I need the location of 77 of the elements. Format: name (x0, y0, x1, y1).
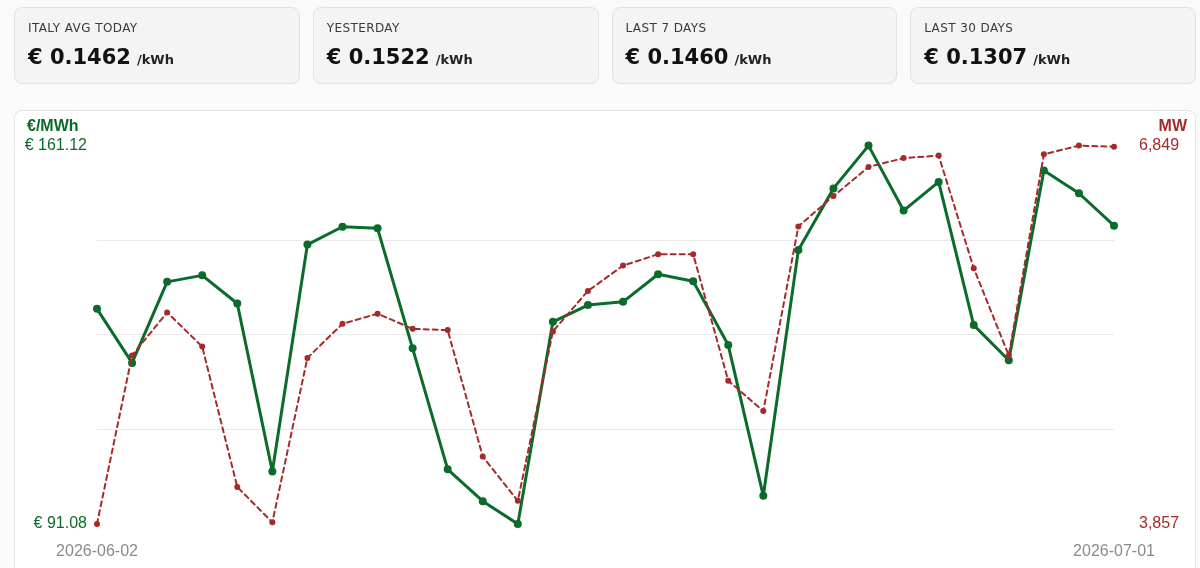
text: € 0.1462 (28, 45, 131, 69)
point (583, 301, 592, 310)
point (899, 206, 908, 215)
text: /kWh (1033, 52, 1071, 67)
text: YESTERDAY (326, 21, 400, 35)
y2-axis-title: MW (1158, 117, 1188, 135)
text: LAST 30 DAYS (924, 21, 1014, 35)
x-tick-label: 2026-06-02 (56, 542, 139, 560)
text: /kWh (435, 52, 473, 67)
point (304, 354, 311, 361)
point (865, 163, 872, 170)
point (514, 497, 521, 504)
point (619, 297, 628, 306)
text: /kWh (136, 52, 174, 67)
text: € 0.1522 (326, 45, 430, 69)
y2-tick-label: 6,849 (1139, 136, 1180, 154)
point (970, 265, 977, 272)
point (864, 141, 873, 150)
point (1110, 221, 1118, 230)
point (164, 309, 171, 316)
y2-tick-label: 3,857 (1139, 514, 1180, 532)
y-axis-title: €/MWh (27, 117, 79, 135)
point (724, 341, 733, 350)
point (1005, 352, 1012, 359)
point (620, 262, 627, 269)
point (339, 320, 346, 327)
point (900, 155, 907, 162)
point (444, 327, 451, 334)
point (794, 245, 803, 254)
point (409, 325, 416, 332)
point (268, 467, 277, 476)
point (584, 287, 591, 294)
point (233, 299, 242, 308)
point (513, 520, 522, 528)
point (548, 317, 557, 326)
point (759, 491, 768, 500)
point (374, 310, 381, 317)
point (198, 271, 207, 280)
point (269, 519, 276, 526)
point (129, 352, 136, 359)
point (1075, 142, 1082, 149)
point (689, 277, 698, 286)
point (760, 408, 767, 415)
point (690, 251, 697, 258)
text: /kWh (734, 52, 772, 67)
point (549, 328, 556, 335)
text: € 0.1460 (625, 45, 729, 69)
point (1111, 143, 1117, 150)
point (1074, 189, 1083, 198)
point (303, 240, 312, 249)
y-tick-label: € 91.08 (33, 514, 88, 532)
point (935, 152, 942, 159)
point (163, 277, 172, 286)
point (934, 177, 943, 186)
point (93, 304, 101, 313)
point (94, 521, 100, 527)
point (829, 184, 838, 193)
point (199, 343, 206, 350)
point (373, 224, 382, 233)
point (725, 377, 732, 384)
x-tick-label: 2026-07-01 (1073, 542, 1156, 560)
point (795, 223, 802, 230)
point (408, 344, 417, 353)
point (234, 483, 241, 490)
point (443, 465, 452, 474)
y-tick-label: € 161.12 (24, 136, 88, 154)
text: ITALY AVG TODAY (28, 21, 138, 35)
point (479, 453, 486, 460)
point (969, 321, 978, 330)
point (338, 222, 347, 231)
point (478, 497, 487, 506)
point (654, 270, 663, 279)
text: LAST 7 DAYS (625, 21, 707, 35)
point (830, 193, 837, 200)
text: € 0.1307 (924, 45, 1028, 69)
point (655, 251, 662, 258)
point (1040, 151, 1047, 158)
